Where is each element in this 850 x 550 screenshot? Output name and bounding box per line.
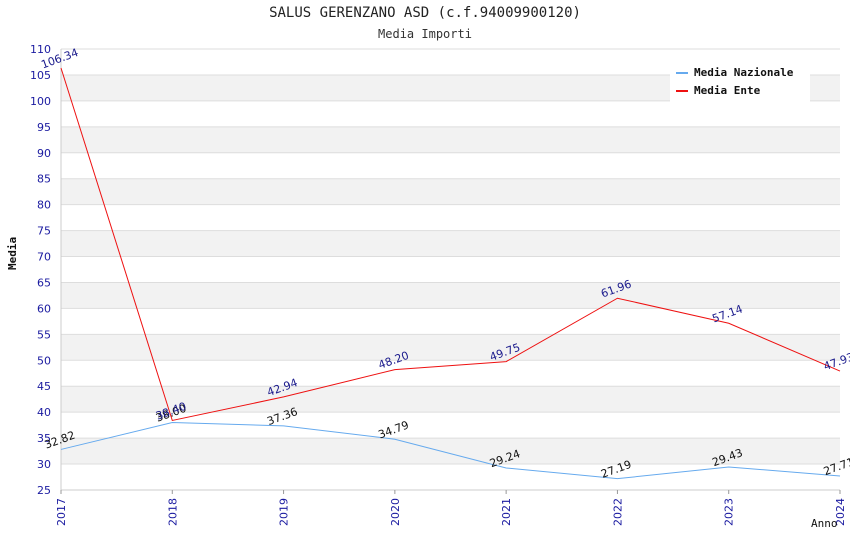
- y-tick-label: 25: [37, 484, 51, 497]
- grid-band: [61, 308, 840, 335]
- y-tick-label: 80: [37, 199, 51, 212]
- grid-band: [61, 334, 840, 361]
- legend-swatch-media-ente: [676, 90, 688, 92]
- y-tick-label: 60: [37, 302, 51, 315]
- grid-band: [61, 360, 840, 387]
- y-tick-label: 110: [30, 43, 51, 56]
- grid-band: [61, 282, 840, 309]
- x-tick-label: 2024: [834, 498, 847, 526]
- x-tick-label: 2017: [55, 498, 68, 526]
- chart-subtitle: Media Importi: [378, 27, 472, 41]
- y-axis-label: Media: [6, 236, 19, 270]
- x-tick-label: 2019: [278, 498, 291, 526]
- y-tick-label: 95: [37, 121, 51, 134]
- grid-band: [61, 100, 840, 127]
- grid-band: [61, 386, 840, 413]
- x-tick-label: 2018: [166, 498, 179, 526]
- x-tick-label: 2021: [500, 498, 513, 526]
- x-tick-label: 2023: [723, 498, 736, 526]
- y-tick-label: 105: [30, 69, 51, 82]
- grid-band: [61, 230, 840, 257]
- legend: Media Nazionale Media Ente: [670, 60, 810, 102]
- grid-band: [61, 256, 840, 283]
- y-tick-label: 55: [37, 328, 51, 341]
- legend-item-media-nazionale: Media Nazionale: [676, 66, 793, 79]
- x-tick-label: 2022: [611, 498, 624, 526]
- x-tick-label: 2020: [389, 498, 402, 526]
- y-tick-label: 35: [37, 432, 51, 445]
- series-line-media-ente: [60, 67, 841, 422]
- y-tick-label: 50: [37, 354, 51, 367]
- chart-title: SALUS GERENZANO ASD (c.f.94009900120): [269, 5, 581, 21]
- series-line-media-nazionale: [60, 422, 841, 480]
- grid-band: [61, 152, 840, 179]
- y-tick-label: 75: [37, 225, 51, 238]
- legend-label: Media Nazionale: [694, 66, 794, 79]
- y-tick-label: 85: [37, 173, 51, 186]
- y-tick-label: 70: [37, 251, 51, 264]
- grid-band: [61, 204, 840, 231]
- grid-band: [61, 178, 840, 205]
- grid-band: [61, 464, 840, 490]
- legend-label: Media Ente: [694, 84, 761, 97]
- y-tick-label: 100: [30, 95, 51, 108]
- y-tick-label: 40: [37, 406, 51, 419]
- y-tick-label: 45: [37, 380, 51, 393]
- legend-swatch-media-nazionale: [676, 72, 688, 74]
- y-tick-label: 65: [37, 276, 51, 289]
- y-tick-label: 30: [37, 458, 51, 471]
- x-axis-label: Anno: [811, 517, 838, 530]
- grid-band: [61, 126, 840, 153]
- y-tick-label: 90: [37, 147, 51, 160]
- grid-band: [61, 438, 840, 465]
- legend-item-media-ente: Media Ente: [676, 84, 760, 97]
